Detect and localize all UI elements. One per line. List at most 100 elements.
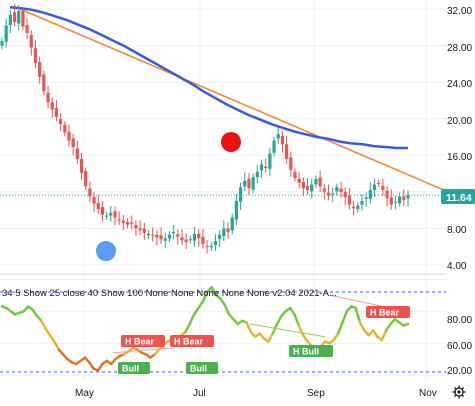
- last-price-tag-bg: [441, 189, 475, 204]
- oscillator-segment: [297, 324, 305, 337]
- candle-body: [343, 191, 347, 198]
- last-price-value: 11.64: [446, 192, 472, 204]
- candle-body: [264, 166, 268, 169]
- oscillator-segment: [184, 322, 191, 334]
- candle-body: [364, 197, 368, 199]
- bull-badge: Bull: [118, 362, 150, 374]
- candle-body: [268, 153, 272, 169]
- oscillator-segment: [371, 329, 379, 338]
- candle-body: [389, 197, 393, 205]
- time-axis-label: Nov: [419, 388, 437, 399]
- candle-body: [151, 234, 155, 236]
- badge-bg: [118, 362, 150, 374]
- candle-body: [293, 172, 297, 179]
- candle-body: [259, 164, 264, 171]
- candle-body: [360, 200, 364, 205]
- candle-body: [331, 193, 335, 195]
- candles-layer: [0, 4, 410, 254]
- price-axis-label: 20.00: [447, 116, 472, 127]
- time-axis[interactable]: May Jul Sep Nov: [75, 388, 437, 399]
- bull-badge: H Bull: [289, 345, 333, 357]
- candle-body: [71, 138, 75, 148]
- red-circle-marker[interactable]: [221, 132, 241, 152]
- candle-body: [88, 188, 92, 197]
- candle-body: [310, 184, 314, 192]
- candle-body: [100, 206, 105, 215]
- candle-body: [109, 212, 113, 216]
- indicator-axis-label: 80.00: [447, 315, 472, 326]
- price-axis-label: 8.00: [447, 225, 467, 236]
- oscillator-segment: [293, 313, 301, 327]
- oscillator-segment: [201, 290, 209, 303]
- oscillator-segment: [223, 303, 231, 316]
- candle-body: [230, 217, 234, 231]
- candle-body: [280, 135, 285, 145]
- oscillator-segment: [354, 306, 362, 324]
- oscillator-segment: [380, 329, 388, 342]
- candle-body: [347, 195, 352, 205]
- candle-body: [17, 10, 21, 24]
- candle-body: [385, 190, 389, 199]
- candle-body: [113, 211, 117, 218]
- indicator-axis-label: 60.00: [447, 341, 472, 352]
- candle-body: [92, 197, 96, 204]
- candle-body: [301, 181, 305, 189]
- oscillator-segment: [336, 321, 344, 335]
- candle-body: [176, 234, 180, 237]
- candle-body: [192, 233, 197, 241]
- badge-bg: [186, 362, 218, 374]
- oscillator-segment: [245, 321, 253, 334]
- price-axis-label: 4.00: [447, 261, 467, 272]
- badge-label: Bull: [190, 364, 207, 374]
- candle-body: [272, 140, 276, 153]
- candle-body: [297, 178, 301, 183]
- candle-body: [285, 144, 289, 159]
- oscillator-segment: [40, 319, 47, 330]
- trendline-layer[interactable]: [13, 5, 449, 193]
- oscillator-segment: [288, 306, 296, 316]
- candle-body: [326, 192, 331, 196]
- candle-body: [218, 234, 222, 239]
- blue-circle-marker[interactable]: [96, 241, 116, 261]
- price-axis[interactable]: 32.00 28.00 24.00 20.00 16.00 8.00 4.00: [447, 6, 472, 272]
- candle-body: [180, 237, 184, 241]
- candle-body: [276, 134, 280, 139]
- candle-body: [29, 35, 33, 48]
- settings-gear-icon[interactable]: [452, 385, 466, 399]
- oscillator-segment: [275, 314, 283, 326]
- candle-body: [251, 177, 255, 190]
- indicator-axis[interactable]: 80.00 60.00 20.00: [447, 315, 472, 377]
- candle-body: [4, 25, 8, 42]
- candle-body: [205, 246, 209, 248]
- price-axis-label: 28.00: [447, 43, 472, 54]
- badge-bg: [366, 306, 410, 318]
- divergence-line: [329, 294, 391, 309]
- candle-body: [75, 148, 79, 159]
- time-axis-label: Sep: [307, 388, 325, 399]
- indicator-axis-label: 20.00: [447, 366, 472, 377]
- bear-badge: H Bear: [121, 335, 165, 347]
- candle-body: [159, 235, 163, 240]
- candle-body: [184, 239, 188, 243]
- bear-badge: H Bear: [170, 335, 214, 347]
- candle-body: [339, 188, 343, 192]
- candle-body: [8, 14, 12, 25]
- oscillator-segment: [219, 297, 226, 306]
- oscillator-layer: [0, 286, 410, 372]
- oscillator-segment: [267, 332, 274, 343]
- candle-body: [63, 124, 67, 133]
- candle-body: [96, 202, 100, 210]
- candle-body: [247, 178, 251, 189]
- badge-bg: [289, 345, 333, 357]
- candle-body: [117, 219, 121, 221]
- oscillator-segment: [192, 306, 200, 316]
- candle-body: [167, 234, 172, 239]
- candle-body: [289, 157, 293, 170]
- markers-layer[interactable]: [96, 132, 241, 261]
- ma-slow-line: [9, 6, 408, 150]
- moving-average-layer: [9, 6, 408, 150]
- oscillator-segment: [358, 321, 366, 332]
- candle-body: [125, 222, 130, 225]
